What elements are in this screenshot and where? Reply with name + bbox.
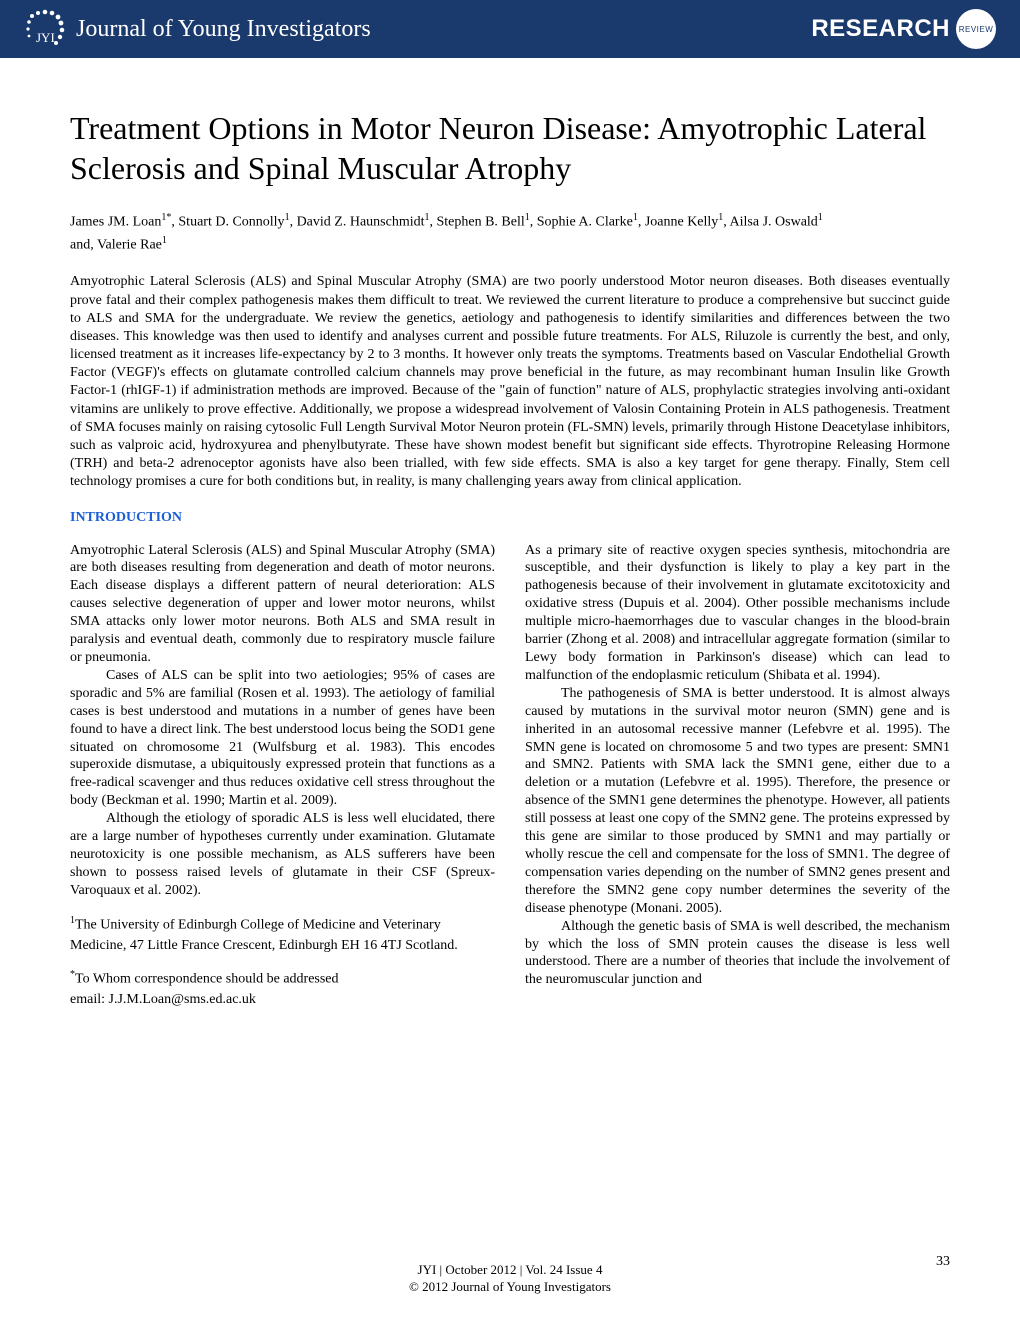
body-paragraph: Although the etiology of sporadic ALS is…	[70, 810, 495, 900]
body-paragraph: As a primary site of reactive oxygen spe…	[525, 542, 950, 685]
author-sup: 1	[818, 212, 823, 223]
page-footer: JYI | October 2012 | Vol. 24 Issue 4 © 2…	[0, 1262, 1020, 1296]
author-sup: 1	[162, 235, 167, 246]
journal-name: Journal of Young Investigators	[76, 16, 371, 43]
logo-abbr-text: JYI	[36, 30, 55, 46]
review-circle-icon: REVIEW	[956, 9, 996, 49]
abstract-text: Amyotrophic Lateral Sclerosis (ALS) and …	[70, 273, 950, 491]
affiliation-block: 1The University of Edinburgh College of …	[70, 914, 495, 1011]
footer-line-2: © 2012 Journal of Young Investigators	[0, 1279, 1020, 1296]
email-link[interactable]: J.J.M.Loan@sms.ed.ac.uk	[109, 992, 256, 1007]
two-column-body: Amyotrophic Lateral Sclerosis (ALS) and …	[70, 542, 950, 1011]
journal-header-bar: JYI Journal of Young Investigators RESEA…	[0, 0, 1020, 58]
correspondence-text: *To Whom correspondence should be addres…	[70, 968, 495, 990]
research-label: RESEARCH	[811, 15, 950, 43]
correspondence-email: email: J.J.M.Loan@sms.ed.ac.uk	[70, 990, 495, 1010]
author-name: James JM. Loan	[70, 215, 161, 230]
review-label: REVIEW	[959, 25, 994, 34]
author-name: , Stephen B. Bell	[429, 215, 524, 230]
body-paragraph: Although the genetic basis of SMA is wel…	[525, 918, 950, 990]
author-name: , David Z. Haunschmidt	[290, 215, 425, 230]
left-column: Amyotrophic Lateral Sclerosis (ALS) and …	[70, 542, 495, 1011]
article-title: Treatment Options in Motor Neuron Diseas…	[70, 108, 950, 188]
page-content: Treatment Options in Motor Neuron Diseas…	[0, 58, 1020, 1010]
footer-line-1: JYI | October 2012 | Vol. 24 Issue 4	[0, 1262, 1020, 1279]
logo-block: JYI Journal of Young Investigators	[24, 8, 371, 50]
affiliation-text: 1The University of Edinburgh College of …	[70, 914, 495, 956]
research-badge: RESEARCH REVIEW	[811, 9, 996, 49]
body-paragraph: The pathogenesis of SMA is better unders…	[525, 685, 950, 918]
author-name: , Sophie A. Clarke	[530, 215, 633, 230]
section-heading-introduction: INTRODUCTION	[70, 510, 950, 526]
author-name: , Joanne Kelly	[638, 215, 718, 230]
author-name: , Stuart D. Connolly	[171, 215, 284, 230]
right-column: As a primary site of reactive oxygen spe…	[525, 542, 950, 1011]
authors-block: James JM. Loan1*, Stuart D. Connolly 1 , D…	[70, 210, 950, 255]
jyi-logo-icon: JYI	[24, 8, 66, 50]
author-name: and, Valerie Rae	[70, 237, 162, 252]
body-paragraph: Amyotrophic Lateral Sclerosis (ALS) and …	[70, 542, 495, 667]
author-sup: 1*	[161, 212, 171, 223]
author-name: , Ailsa J. Oswald	[723, 215, 818, 230]
body-paragraph: Cases of ALS can be split into two aetio…	[70, 667, 495, 810]
